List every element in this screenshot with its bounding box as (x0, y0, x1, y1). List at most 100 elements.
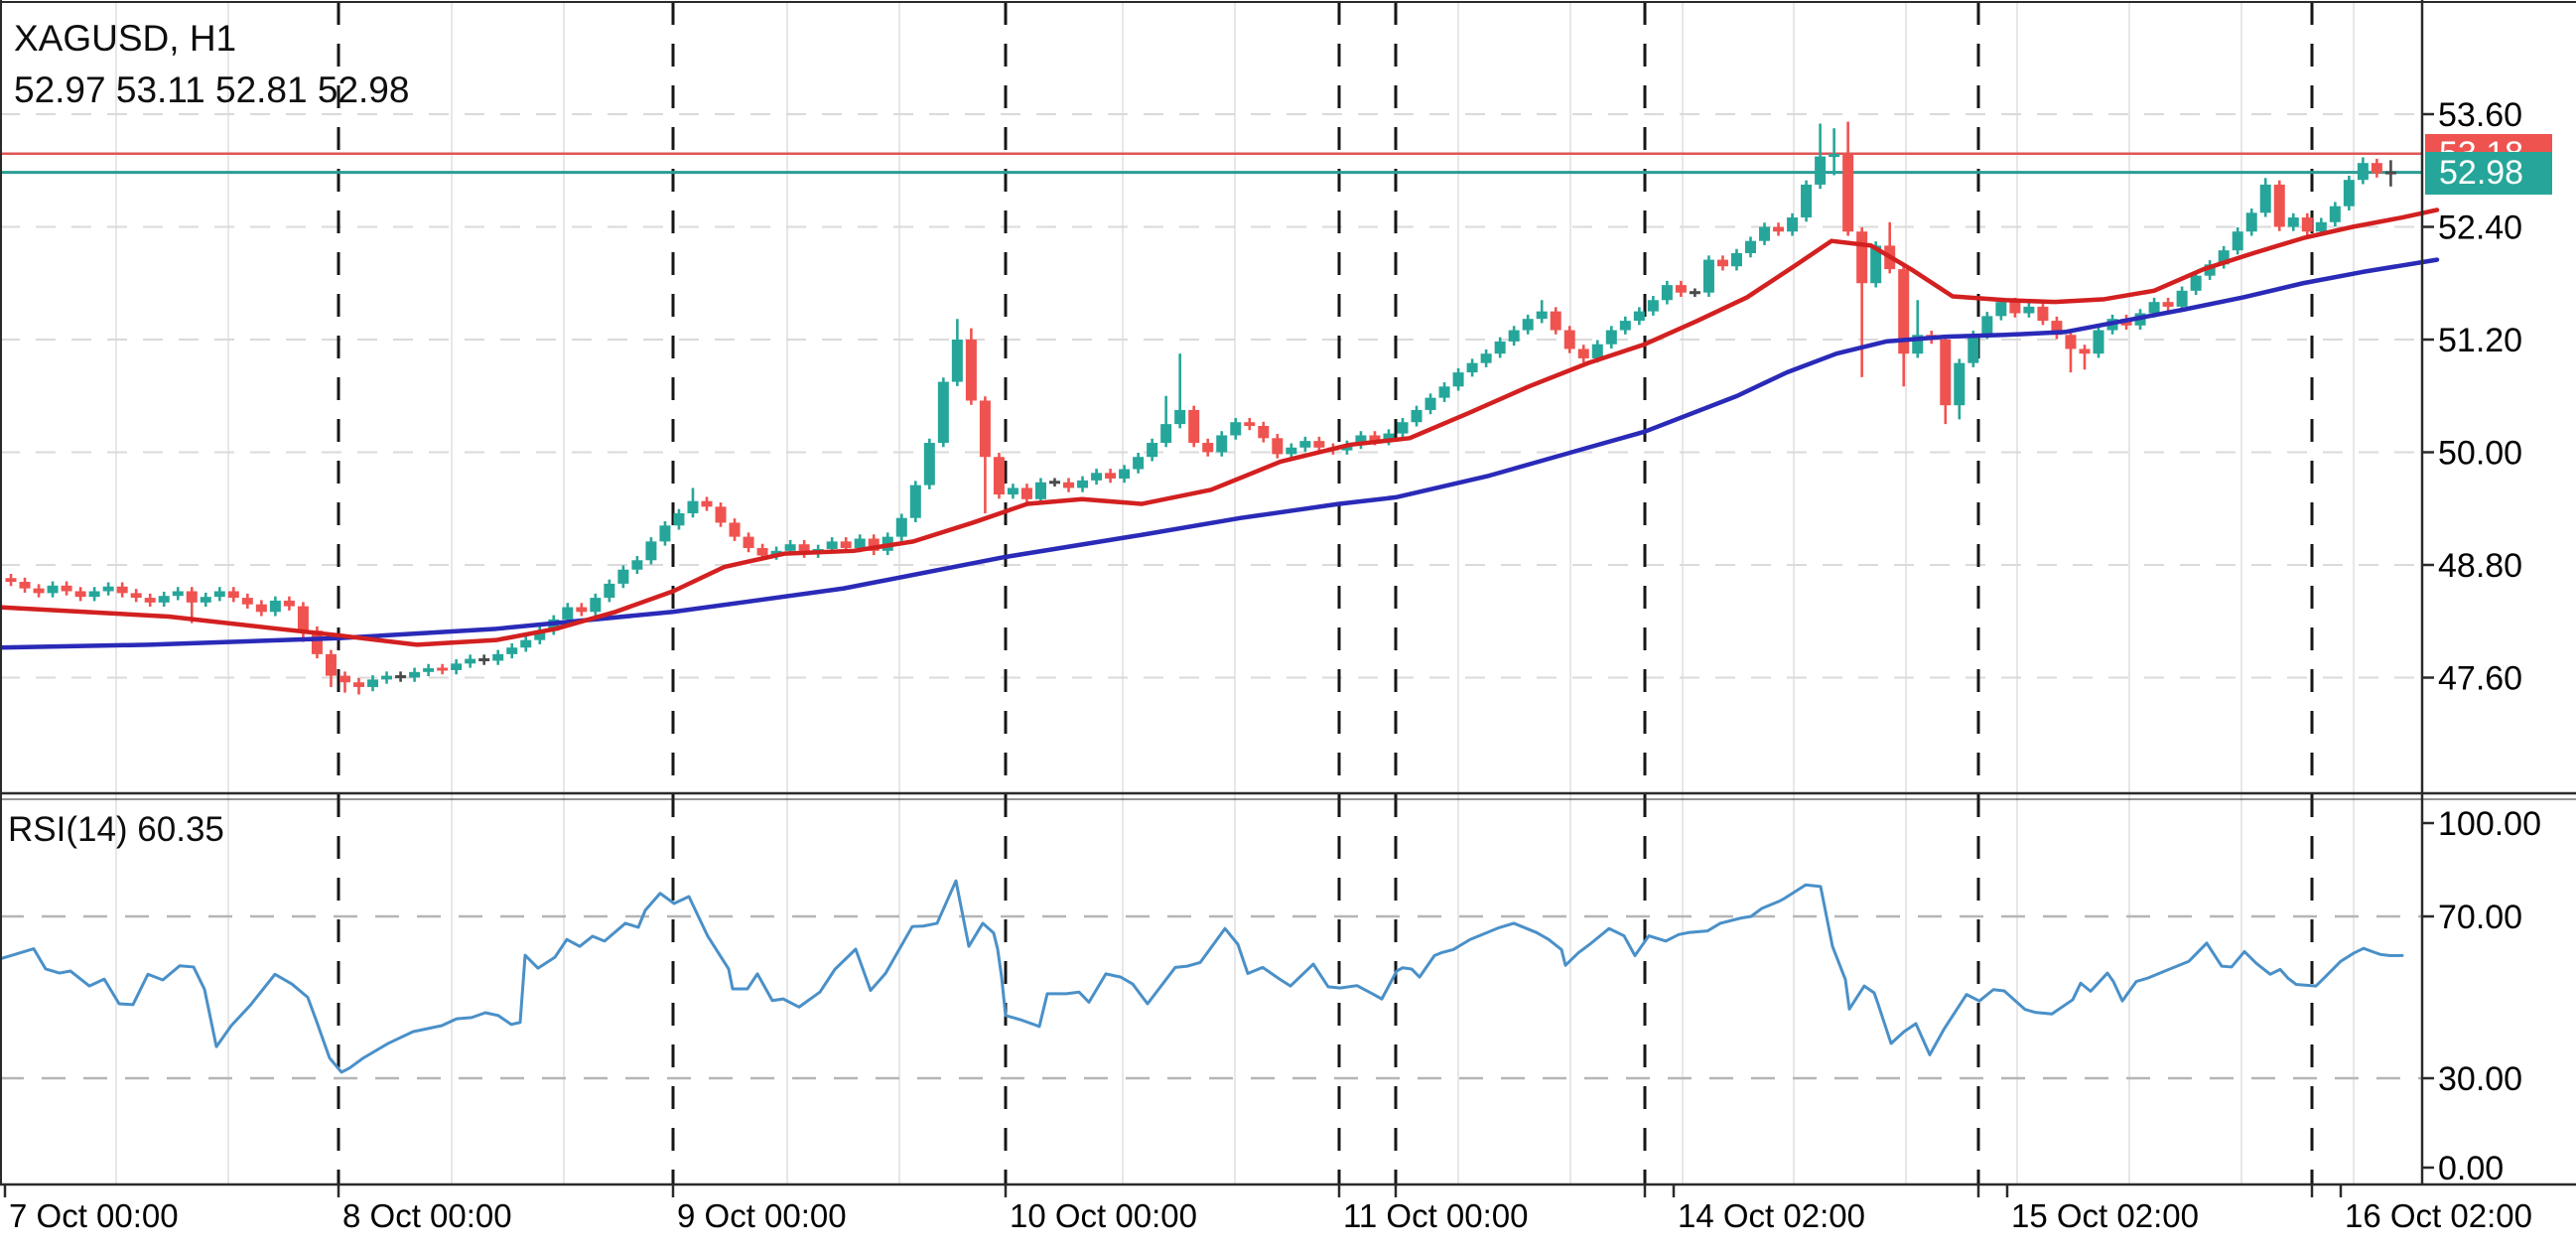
candle-body (2232, 231, 2243, 251)
candle-body (1147, 443, 1158, 458)
candle-body (645, 541, 657, 561)
candle-body (1689, 291, 1700, 295)
candle-body (1258, 426, 1270, 439)
candle-body (1787, 217, 1799, 232)
time-axis-label: 16 Oct 02:00 (2345, 1197, 2532, 1234)
candle-body (729, 522, 741, 537)
candle-body (1619, 321, 1631, 331)
candle-body (1286, 447, 1297, 455)
candle-body (604, 583, 615, 599)
candle-body (1133, 457, 1145, 470)
time-axis-label: 10 Oct 00:00 (1010, 1197, 1197, 1234)
candle-body (1355, 435, 1367, 445)
rsi-axis-label: 30.00 (2438, 1060, 2522, 1098)
candle-body (1244, 422, 1256, 427)
candle-body (1716, 259, 1728, 267)
candle-body (395, 675, 407, 679)
candle-body (2176, 290, 2188, 307)
candle-body (2384, 171, 2396, 175)
candle-body (534, 630, 546, 640)
candle-body (937, 381, 949, 444)
candle-body (840, 541, 852, 548)
candle-body (269, 600, 281, 613)
candle-body (311, 630, 323, 654)
candle-body (520, 639, 532, 648)
candle-body (353, 682, 364, 687)
candle-body (33, 588, 45, 594)
candle-body (2343, 180, 2355, 207)
candle-body (1230, 422, 1242, 436)
candle-body (1397, 422, 1409, 434)
candle-body (213, 591, 225, 598)
candle-body (1466, 362, 1478, 373)
candle-body (1383, 433, 1395, 442)
candle-body (409, 671, 421, 678)
candle-body (1954, 362, 1966, 406)
price-axis-label: 50.00 (2438, 434, 2522, 472)
candle-body (88, 591, 100, 598)
candle-body (2079, 348, 2091, 354)
candle-body (631, 560, 643, 570)
time-axis-label: 7 Oct 00:00 (9, 1197, 179, 1234)
candle-body (659, 525, 671, 542)
candle-body (2287, 217, 2299, 227)
candle-body (1730, 252, 1742, 267)
candle-body (1675, 285, 1687, 293)
candle-body (1536, 311, 1548, 320)
candle-body (19, 582, 31, 589)
candle-body (74, 591, 86, 598)
candle-body (47, 585, 59, 594)
candle-body (1091, 473, 1103, 481)
candle-body (2371, 163, 2382, 174)
candle-body (895, 517, 907, 537)
candle-body (1007, 487, 1018, 495)
candle-body (5, 578, 17, 583)
candle-body (576, 607, 588, 613)
candle-body (1967, 335, 1979, 363)
candle-body (1829, 154, 1840, 158)
candle-body (2315, 221, 2327, 232)
candle-body (478, 658, 490, 662)
candle-body (1424, 397, 1436, 410)
rsi-line (0, 879, 2404, 1074)
candle-body (1856, 231, 1868, 284)
candle-body (465, 658, 476, 664)
rsi-axis-label: 0.00 (2438, 1150, 2504, 1187)
candle-body (2162, 302, 2174, 307)
rsi-indicator-label: RSI(14) 60.35 (8, 810, 224, 849)
candle-body (1494, 341, 1506, 354)
ma-slow-line (0, 257, 2440, 650)
price-axis-label: 53.60 (2438, 96, 2522, 134)
price-axis-label: 47.60 (2438, 659, 2522, 697)
candle-body (1745, 240, 1756, 253)
candle-body (1313, 441, 1325, 448)
candle-body (1174, 409, 1186, 425)
candle-body (1020, 487, 1032, 499)
candle-body (423, 668, 435, 672)
candle-body (1272, 438, 1284, 455)
rsi-axis-label: 70.00 (2438, 899, 2522, 936)
candle-body (2190, 275, 2202, 291)
candle-body (979, 400, 991, 458)
candle-body (2218, 250, 2230, 265)
candle-body (951, 339, 963, 382)
candle-body (1034, 482, 1046, 499)
candle-body (1480, 353, 1492, 363)
candle-body (1981, 316, 1993, 336)
candle-body (1577, 348, 1589, 358)
candle-body (1898, 269, 1910, 354)
candle-body (2329, 206, 2341, 222)
candle-body (756, 547, 768, 556)
candle-body (1940, 339, 1952, 406)
candle-body (743, 536, 754, 548)
candle-body (492, 653, 504, 661)
candle-body (826, 541, 838, 549)
candle-body (1633, 311, 1645, 322)
candle-body (1773, 226, 1785, 232)
candle-body (798, 544, 810, 554)
time-axis-label: 15 Oct 02:00 (2011, 1197, 2199, 1234)
candle-body (1550, 311, 1561, 331)
candle-body (1647, 300, 1659, 312)
candle-body (701, 500, 713, 507)
